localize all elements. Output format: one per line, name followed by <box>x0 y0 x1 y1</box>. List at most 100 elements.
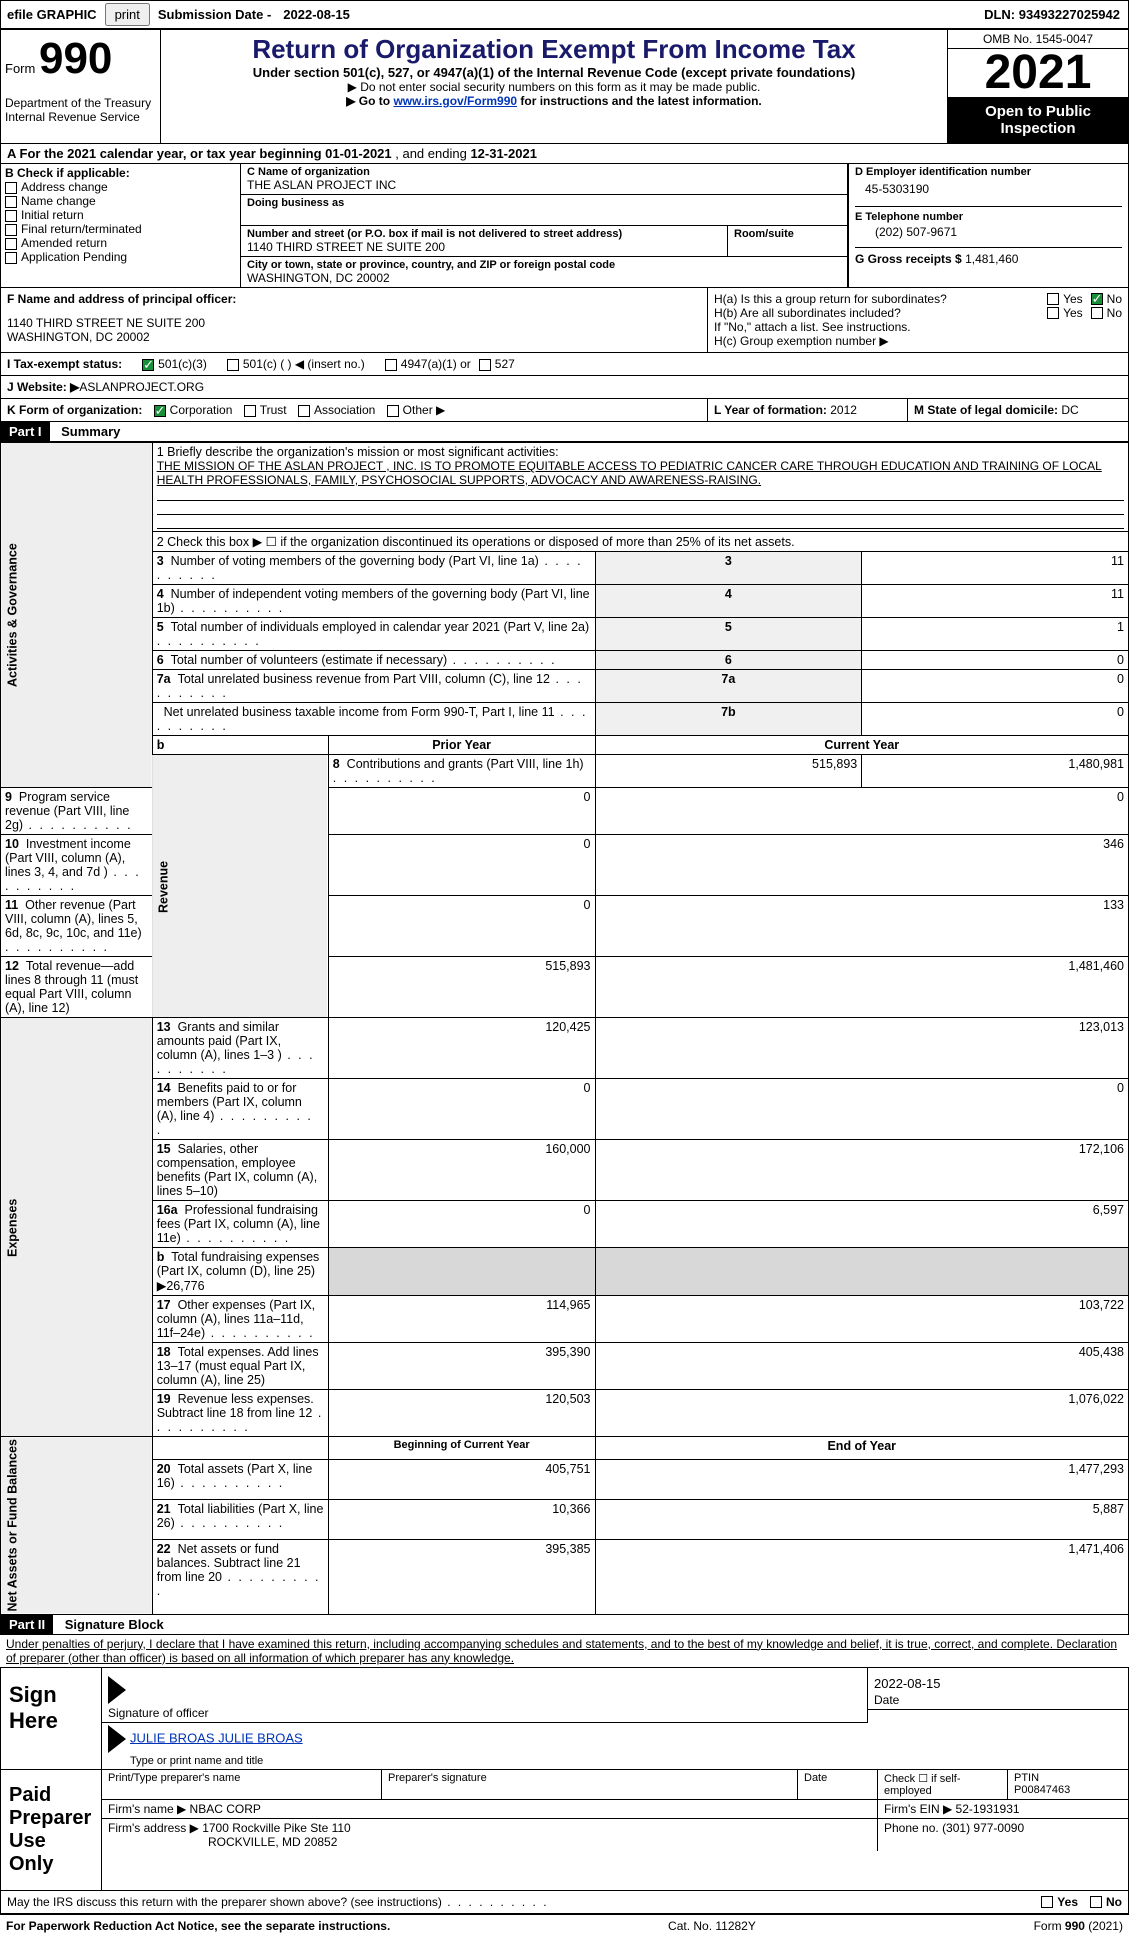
chk-initial[interactable]: Initial return <box>5 208 236 222</box>
form-subtitle: Under section 501(c), 527, or 4947(a)(1)… <box>169 65 939 80</box>
summary-table: Activities & Governance 1 Briefly descri… <box>0 442 1129 1615</box>
vtab-revenue: Revenue <box>152 755 328 1018</box>
gov-line: 5 Total number of individuals employed i… <box>1 618 1129 651</box>
ptin-label: PTIN <box>1014 1772 1122 1784</box>
chk-corp[interactable] <box>154 405 166 417</box>
chk-trust[interactable] <box>244 405 256 417</box>
gov-line: 3 Number of voting members of the govern… <box>1 552 1129 585</box>
open-to-public: Open to Public Inspection <box>948 97 1128 143</box>
officer-addr1: 1140 THIRD STREET NE SUITE 200 <box>7 316 701 330</box>
na-line: 20 Total assets (Part X, line 16)405,751… <box>1 1460 1129 1500</box>
row-klm: K Form of organization: Corporation Trus… <box>0 399 1129 422</box>
sign-date: 2022-08-15 <box>868 1668 1128 1691</box>
vtab-governance: Activities & Governance <box>1 443 153 788</box>
city-state-zip: WASHINGTON, DC 20002 <box>247 271 841 285</box>
chk-amended[interactable]: Amended return <box>5 236 236 250</box>
chk-4947[interactable] <box>385 359 397 371</box>
row-i: I Tax-exempt status: 501(c)(3) 501(c) ( … <box>0 353 1129 376</box>
state-domicile: DC <box>1061 403 1078 417</box>
col-b-label: B Check if applicable: <box>5 166 236 180</box>
ein-label: D Employer identification number <box>855 166 1122 178</box>
chk-501c[interactable] <box>227 359 239 371</box>
form-number: 990 <box>39 34 112 84</box>
exp-line: 15 Salaries, other compensation, employe… <box>1 1140 1129 1201</box>
hb-yes[interactable] <box>1047 307 1059 319</box>
firm-name: NBAC CORP <box>190 1802 261 1816</box>
footer-form: Form 990 (2021) <box>1034 1919 1123 1933</box>
vtab-netassets: Net Assets or Fund Balances <box>1 1437 153 1615</box>
addr-label: Number and street (or P.O. box if mail i… <box>247 228 721 240</box>
submission-date: 2022-08-15 <box>277 7 356 22</box>
form-header: Form 990 Department of the Treasury Inte… <box>0 29 1129 144</box>
exp-line: 19 Revenue less expenses. Subtract line … <box>1 1390 1129 1437</box>
gov-line: 6 Total number of volunteers (estimate i… <box>1 651 1129 670</box>
chk-final[interactable]: Final return/terminated <box>5 222 236 236</box>
na-line: 21 Total liabilities (Part X, line 26)10… <box>1 1500 1129 1540</box>
paid-preparer-block: Paid Preparer Use Only Print/Type prepar… <box>0 1770 1129 1891</box>
chk-501c3[interactable] <box>142 359 154 371</box>
discuss-row: May the IRS discuss this return with the… <box>0 1891 1129 1914</box>
chk-assoc[interactable] <box>298 405 310 417</box>
year-formation: 2012 <box>830 403 857 417</box>
mission-q: 1 Briefly describe the organization's mi… <box>157 445 1124 459</box>
prep-name-label: Print/Type preparer's name <box>102 1770 382 1799</box>
hc-label: H(c) Group exemption number ▶ <box>714 334 1122 348</box>
gov-line: Net unrelated business taxable income fr… <box>1 703 1129 736</box>
ha-no[interactable] <box>1091 293 1103 305</box>
firm-phone: (301) 977-0090 <box>942 1821 1024 1835</box>
chk-527[interactable] <box>479 359 491 371</box>
part2-header: Part II Signature Block <box>0 1615 1129 1635</box>
gov-line: 4 Number of independent voting members o… <box>1 585 1129 618</box>
ha-yes[interactable] <box>1047 293 1059 305</box>
chk-other[interactable] <box>387 405 399 417</box>
org-name-label: C Name of organization <box>247 166 841 178</box>
ein: 45-5303190 <box>855 178 1122 206</box>
officer-label: F Name and address of principal officer: <box>7 292 701 306</box>
room-label: Room/suite <box>734 228 841 240</box>
dln: DLN: 93493227025942 <box>984 7 1128 22</box>
chk-name[interactable]: Name change <box>5 194 236 208</box>
footer-cat: Cat. No. 11282Y <box>668 1919 756 1933</box>
chk-pending[interactable]: Application Pending <box>5 250 236 264</box>
city-label: City or town, state or province, country… <box>247 259 841 271</box>
chk-address[interactable]: Address change <box>5 180 236 194</box>
hb-note: If "No," attach a list. See instructions… <box>714 320 1122 334</box>
section-a-year: A For the 2021 calendar year, or tax yea… <box>0 144 1129 164</box>
irs-link[interactable]: www.irs.gov/Form990 <box>393 94 517 108</box>
sig-officer-label: Signature of officer <box>102 1704 867 1723</box>
efile-label: efile GRAPHIC <box>1 7 103 22</box>
bcd-row: B Check if applicable: Address change Na… <box>0 164 1129 288</box>
exp-line: 14 Benefits paid to or for members (Part… <box>1 1079 1129 1140</box>
ha-label: H(a) Is this a group return for subordin… <box>714 292 1047 306</box>
tel-label: E Telephone number <box>855 206 1122 223</box>
part1-header: Part I Summary <box>0 422 1129 442</box>
submission-date-label: Submission Date - <box>152 7 277 22</box>
hb-no[interactable] <box>1091 307 1103 319</box>
discuss-no[interactable] <box>1090 1896 1102 1908</box>
form-note1: ▶ Do not enter social security numbers o… <box>169 80 939 94</box>
arrow-icon <box>108 1676 126 1704</box>
exp-line: 17 Other expenses (Part IX, column (A), … <box>1 1296 1129 1343</box>
prep-date-label: Date <box>798 1770 878 1799</box>
officer-name-label: Type or print name and title <box>102 1755 1128 1769</box>
discuss-yes[interactable] <box>1041 1896 1053 1908</box>
department: Department of the Treasury Internal Reve… <box>5 96 156 124</box>
f-h-row: F Name and address of principal officer:… <box>0 288 1129 353</box>
form-note2: ▶ Go to www.irs.gov/Form990 for instruct… <box>169 94 939 108</box>
dba-label: Doing business as <box>247 197 841 209</box>
tax-year: 2021 <box>948 49 1128 97</box>
print-button[interactable]: print <box>105 3 150 26</box>
paid-prep-label: Paid Preparer Use Only <box>1 1770 101 1890</box>
form-word: Form <box>5 61 35 76</box>
exp-line: 18 Total expenses. Add lines 13–17 (must… <box>1 1343 1129 1390</box>
exp-line: 16a Professional fundraising fees (Part … <box>1 1201 1129 1248</box>
hb-label: H(b) Are all subordinates included? <box>714 306 1047 320</box>
sign-date-label: Date <box>868 1691 1128 1710</box>
ptin: P00847463 <box>1014 1784 1122 1796</box>
top-toolbar: efile GRAPHIC print Submission Date - 20… <box>0 0 1129 29</box>
prep-se-label: Check ☐ if self-employed <box>878 1770 1008 1799</box>
firm-addr1: 1700 Rockville Pike Ste 110 <box>202 1821 351 1835</box>
sign-here-label: Sign Here <box>1 1668 101 1769</box>
page-footer: For Paperwork Reduction Act Notice, see … <box>0 1914 1129 1937</box>
row-j: J Website: ▶ ASLANPROJECT.ORG <box>0 376 1129 399</box>
